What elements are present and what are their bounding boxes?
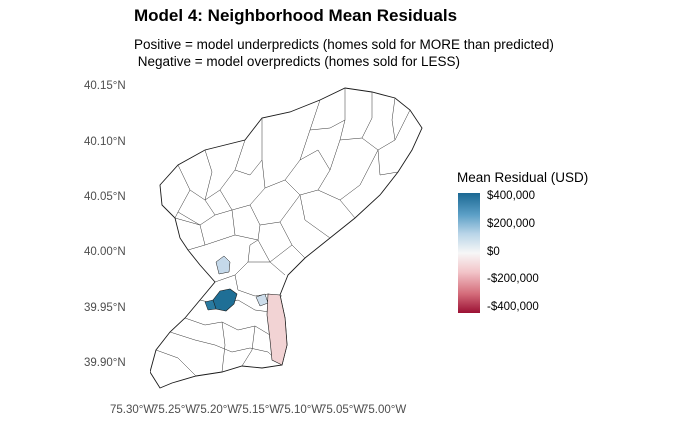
y-axis-label: 40.00°N [84, 246, 126, 258]
subtitle-line-1: Positive = model underpredicts (homes so… [134, 37, 554, 52]
map-title: Model 4: Neighborhood Mean Residuals [134, 6, 458, 25]
neighborhood-light-positive [215, 255, 231, 275]
y-axis-label: 40.15°N [84, 80, 126, 92]
legend-tick-label: $0 [487, 246, 500, 258]
legend-tick-label: -$400,000 [487, 301, 539, 313]
x-axis-labels: 75.30°W75.25°W75.20°W75.15°W75.10°W75.05… [110, 404, 407, 416]
neighborhood-map [150, 87, 423, 389]
legend-tick-label: $200,000 [487, 218, 535, 230]
x-axis-label: 75.00°W [362, 404, 407, 416]
map-subtitle: Positive = model underpredicts (homes so… [134, 36, 554, 70]
legend-tick-label: $400,000 [487, 190, 535, 202]
neighborhood-light-negative [266, 293, 288, 366]
legend-title: Mean Residual (USD) [457, 170, 589, 185]
subtitle-line-2: Negative = model overpredicts (homes sol… [134, 54, 461, 69]
y-axis-label: 40.10°N [84, 136, 126, 148]
legend-colorbar [458, 193, 480, 313]
legend-tick-label: -$200,000 [487, 273, 539, 285]
neighborhood-small-positive [204, 299, 217, 311]
x-axis-label: 75.25°W [152, 404, 197, 416]
y-axis-label: 39.95°N [84, 302, 126, 314]
x-axis-label: 75.05°W [320, 404, 365, 416]
neighborhood-strong-positive [212, 288, 238, 312]
x-axis-label: 75.20°W [194, 404, 239, 416]
x-axis-label: 75.10°W [278, 404, 323, 416]
y-axis-label: 40.05°N [84, 191, 126, 203]
neighborhood-boundaries [155, 88, 411, 377]
x-axis-label: 75.15°W [236, 404, 281, 416]
y-axis-label: 39.90°N [84, 357, 126, 369]
x-axis-label: 75.30°W [110, 404, 155, 416]
